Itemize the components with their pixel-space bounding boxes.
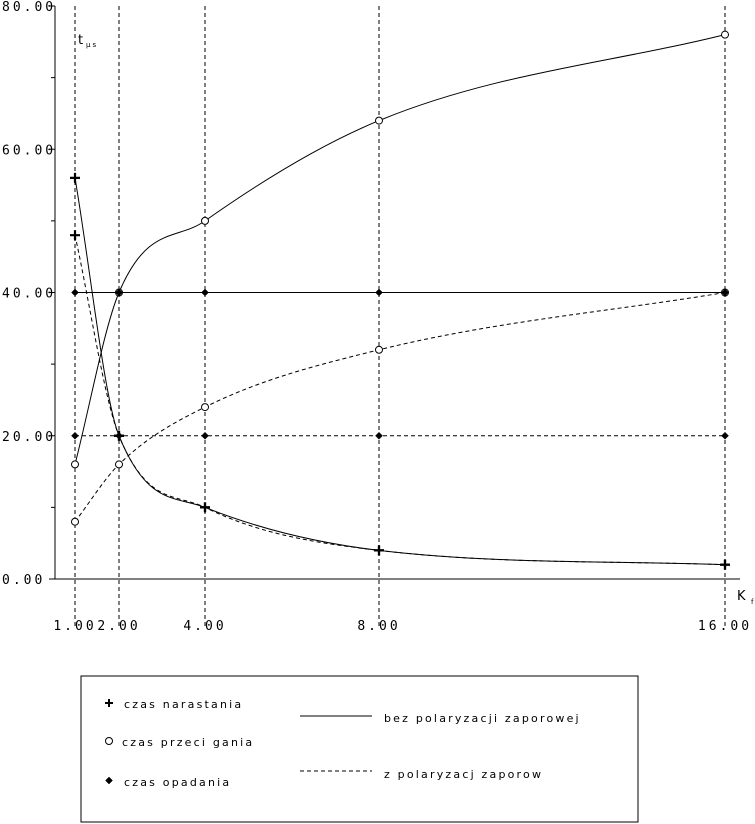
point-marker-circle: [375, 116, 383, 125]
legend: czas narastania czas przeci gania czas o…: [80, 675, 639, 823]
x-ticks: 1.00 2.00 4.00 8.00 16.00: [53, 619, 752, 634]
point-marker-circle: [71, 517, 79, 526]
x-tick-label: 16.00: [698, 619, 752, 634]
point-marker-diamond: [375, 288, 383, 297]
point-marker-circle: [721, 30, 729, 39]
x-axis-label-sub: f: [751, 598, 755, 606]
point-marker-diamond: [115, 288, 123, 297]
legend-marker-plus: [105, 699, 113, 707]
series: [74, 34, 726, 566]
point-marker-plus: [70, 230, 80, 241]
series-line-dashed: [74, 292, 726, 523]
x-tick-label: 2.00: [97, 619, 140, 634]
point-marker-diamond: [71, 288, 79, 297]
point-marker-circle: [115, 460, 123, 469]
legend-box: [80, 675, 639, 823]
legend-label-opadania: czas opadania: [124, 776, 231, 789]
point-marker-diamond: [71, 431, 79, 440]
point-marker-circle: [201, 216, 209, 225]
y-tick-label: 60.00: [2, 143, 56, 158]
point-marker-circle: [375, 345, 383, 354]
legend-marker-circle: [105, 737, 113, 745]
y-tick-label: 20.00: [2, 430, 56, 445]
y-tick-label: 80.00: [2, 0, 56, 15]
point-marker-diamond: [115, 431, 123, 440]
point-marker-plus: [374, 545, 384, 556]
point-marker-circle: [71, 460, 79, 469]
point-marker-circle: [201, 403, 209, 412]
markers: [70, 30, 730, 570]
point-marker-diamond: [721, 431, 729, 440]
point-marker-plus: [200, 502, 210, 513]
x-tick-label: 4.00: [183, 619, 226, 634]
series-line-solid: [74, 177, 726, 566]
legend-label-dashed: z polaryzacj zaporow: [384, 768, 543, 781]
y-axis-label: t: [78, 33, 83, 48]
grid: [74, 6, 726, 628]
y-tick-label: 0.00: [2, 573, 45, 588]
y-axis-label-sub: μs: [86, 41, 98, 49]
legend-label-solid: bez polaryzacji zaporowej: [384, 712, 581, 725]
y-tick-label: 40.00: [2, 287, 56, 302]
point-marker-diamond: [201, 288, 209, 297]
legend-label-narastania: czas narastania: [124, 698, 243, 711]
y-ticks: 0.00 20.00 40.00 60.00 80.00: [2, 0, 56, 588]
point-marker-plus: [70, 172, 80, 183]
x-axis-label: K: [737, 589, 746, 604]
legend-marker-diamond: [105, 776, 113, 785]
x-tick-label: 8.00: [357, 619, 400, 634]
point-marker-diamond: [201, 431, 209, 440]
x-tick-label: 1.00: [53, 619, 96, 634]
point-marker-diamond: [721, 288, 729, 297]
point-marker-diamond: [375, 431, 383, 440]
series-line-dashed: [74, 235, 726, 566]
legend-label-przecigania: czas przeci gania: [122, 736, 254, 749]
point-marker-plus: [720, 559, 730, 570]
series-line-solid: [74, 34, 726, 465]
